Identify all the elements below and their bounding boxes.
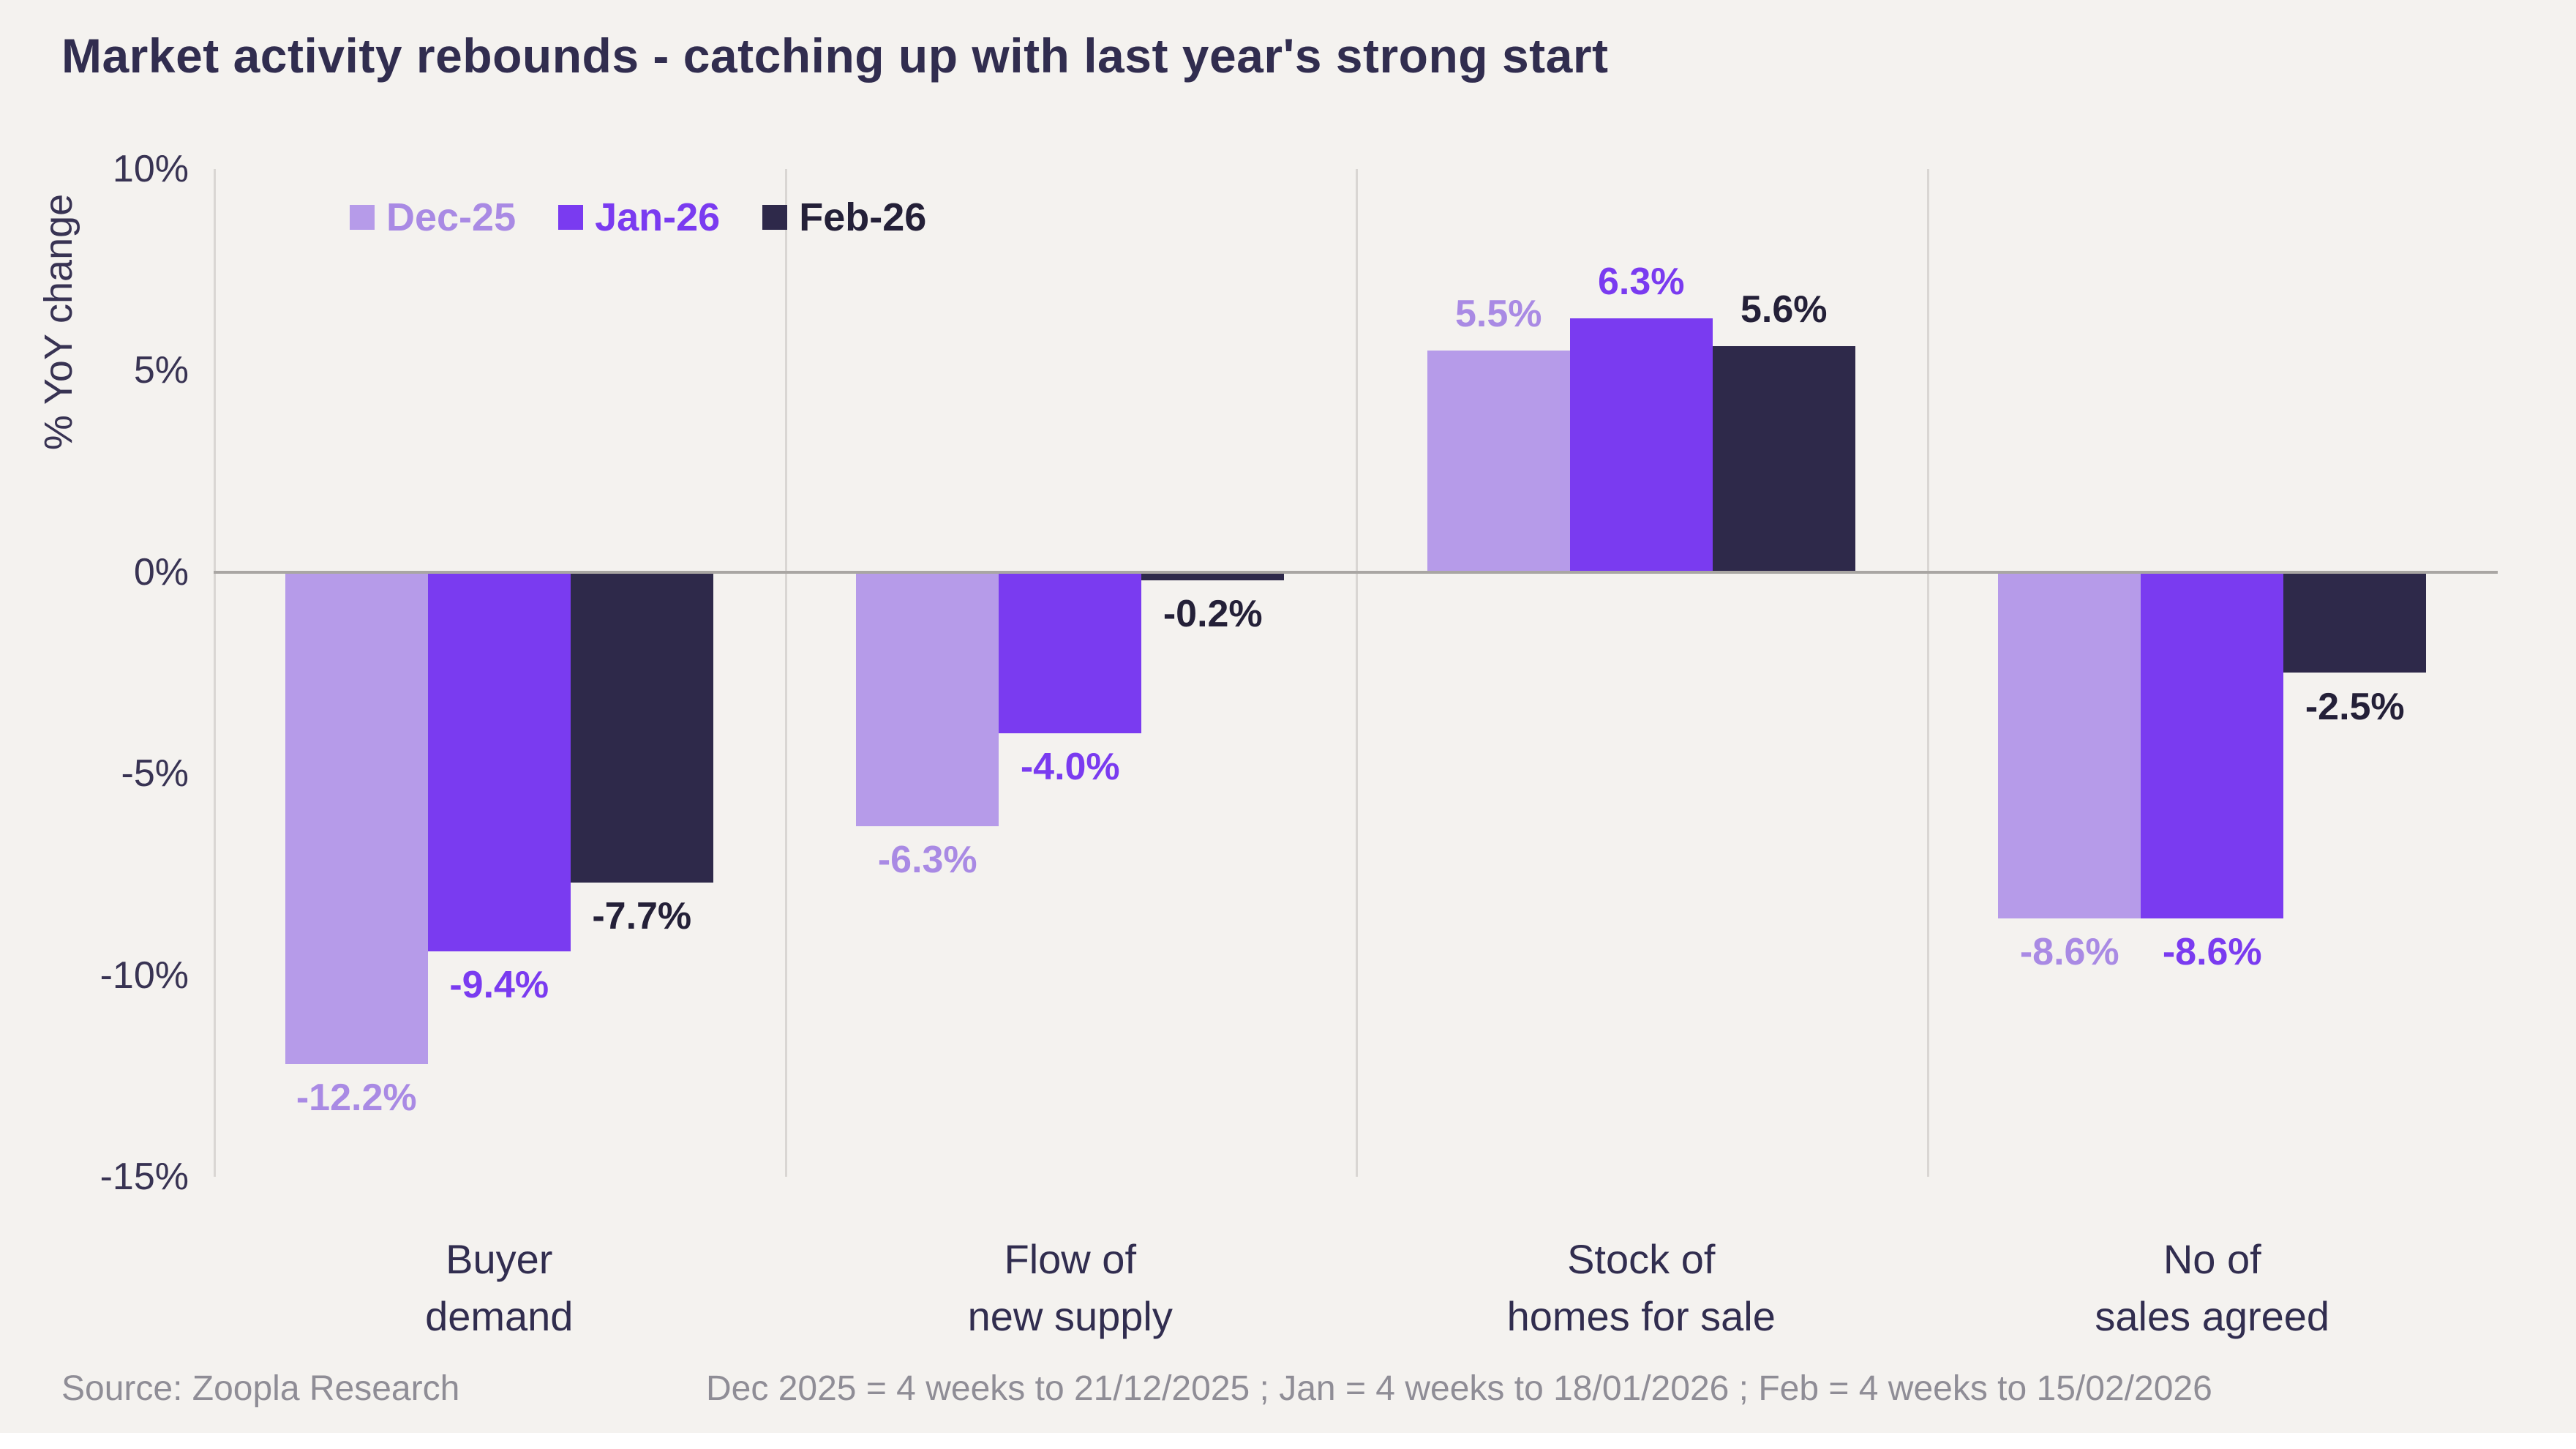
bar-value-label: -8.6% xyxy=(2019,931,2119,974)
bar xyxy=(856,572,999,826)
y-tick-label: 0% xyxy=(133,550,189,594)
bar xyxy=(2283,572,2427,673)
bar xyxy=(999,572,1142,734)
y-tick-label: -5% xyxy=(121,752,189,795)
bar xyxy=(1712,346,1855,572)
category-label: No of sales agreed xyxy=(2095,1236,2330,1339)
legend-label: Feb-26 xyxy=(799,195,927,239)
legend: Dec-25 Jan-26 Feb-26 xyxy=(350,195,926,240)
category-label: Buyer demand xyxy=(425,1236,574,1339)
bottom-strip xyxy=(0,1433,2576,1449)
bar-value-label: -9.4% xyxy=(449,963,549,1006)
bar-value-label: -0.2% xyxy=(1163,592,1263,635)
bar xyxy=(2141,572,2284,919)
grid-line xyxy=(1926,169,1929,1177)
legend-item: Jan-26 xyxy=(558,195,720,240)
legend-label: Dec-25 xyxy=(386,195,517,239)
bar-value-label: 6.3% xyxy=(1597,260,1685,303)
grid-line xyxy=(784,169,787,1177)
y-tick-label: 10% xyxy=(112,148,189,190)
zero-line xyxy=(214,570,2498,574)
y-tick-label: -10% xyxy=(99,954,189,997)
legend-swatch xyxy=(762,205,788,230)
bar xyxy=(285,572,428,1064)
chart-title: Market activity rebounds - catching up w… xyxy=(61,29,1609,83)
bar-value-label: -12.2% xyxy=(296,1076,417,1119)
y-axis-line xyxy=(214,169,216,1177)
category-label: Stock of homes for sale xyxy=(1506,1236,1776,1339)
y-tick-label: -15% xyxy=(99,1156,189,1198)
bar xyxy=(1141,572,1285,580)
legend-swatch xyxy=(558,205,584,230)
bar-value-label: -6.3% xyxy=(877,838,977,881)
bar xyxy=(570,572,713,883)
source-text: Source: Zoopla Research xyxy=(61,1369,460,1408)
legend-item: Dec-25 xyxy=(350,195,516,240)
legend-swatch xyxy=(350,205,375,230)
bar xyxy=(427,572,571,951)
bar xyxy=(1998,572,2141,919)
bar-value-label: -4.0% xyxy=(1020,746,1120,789)
bar-value-label: -2.5% xyxy=(2305,685,2405,728)
bar-value-label: -8.6% xyxy=(2162,931,2262,974)
bar-value-label: 5.5% xyxy=(1454,292,1542,335)
y-tick-label: 5% xyxy=(133,349,189,392)
bar xyxy=(1569,318,1713,572)
bar-value-label: 5.6% xyxy=(1740,288,1828,332)
bar xyxy=(1427,350,1570,572)
category-label: Flow of new supply xyxy=(967,1236,1173,1339)
legend-label: Jan-26 xyxy=(595,195,721,239)
legend-item: Feb-26 xyxy=(762,195,926,240)
grid-line xyxy=(1356,169,1358,1177)
footnote-text: Dec 2025 = 4 weeks to 21/12/2025 ; Jan =… xyxy=(706,1369,2212,1408)
bar-value-label: -7.7% xyxy=(592,894,692,937)
